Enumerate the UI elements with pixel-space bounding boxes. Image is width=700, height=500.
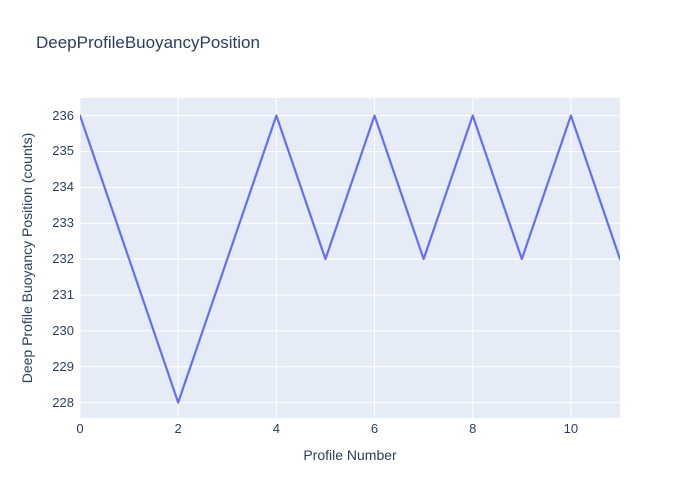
plot-area[interactable] bbox=[80, 98, 620, 418]
y-tick-label: 234 bbox=[52, 179, 74, 195]
x-axis-title: Profile Number bbox=[303, 447, 397, 463]
x-tick-label: 4 bbox=[272, 421, 280, 436]
chart-title: DeepProfileBuoyancyPosition bbox=[36, 33, 260, 52]
line-chart-svg[interactable] bbox=[80, 98, 620, 418]
y-tick-label: 229 bbox=[52, 358, 74, 374]
y-tick-label: 235 bbox=[52, 143, 74, 159]
y-tick-label: 228 bbox=[52, 394, 74, 410]
x-tick-label: 0 bbox=[76, 421, 84, 436]
x-tick-label: 2 bbox=[174, 421, 182, 436]
y-tick-label: 236 bbox=[52, 107, 74, 123]
x-tick-label: 6 bbox=[370, 421, 379, 436]
y-tick-label: 231 bbox=[52, 286, 74, 302]
y-tick-label: 232 bbox=[52, 251, 74, 267]
x-tick-label: 10 bbox=[563, 421, 579, 436]
x-tick-label: 8 bbox=[469, 421, 477, 436]
y-axis-title-text: Deep Profile Buoyancy Position (counts) bbox=[19, 132, 35, 384]
trace-line[interactable] bbox=[80, 114, 620, 404]
gridlines bbox=[80, 98, 620, 418]
y-tick-label: 233 bbox=[52, 215, 74, 231]
y-tick-label: 230 bbox=[52, 322, 74, 338]
